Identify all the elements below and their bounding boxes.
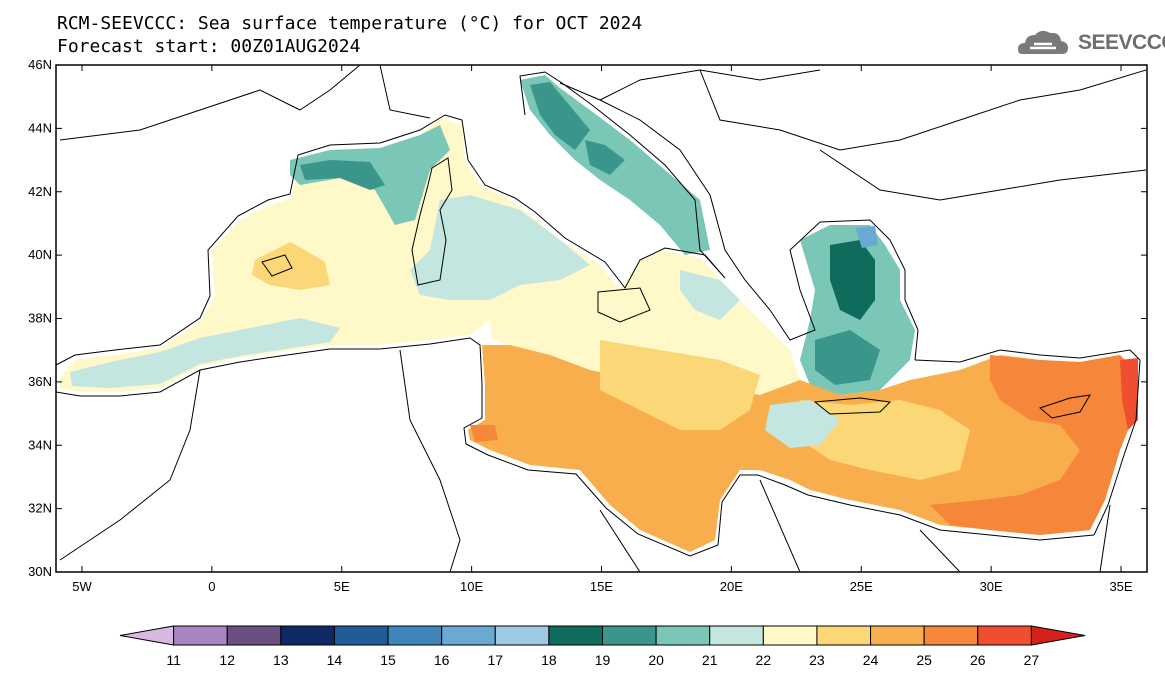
lat-tick-label: 34N: [28, 437, 52, 452]
coastline-balkans: [559, 82, 919, 361]
central-warm-light: [600, 340, 760, 430]
levantine-hot-zone: [930, 355, 1135, 535]
cloud-logo-icon: [1018, 30, 1068, 54]
lat-tick-label: 42N: [28, 184, 52, 199]
colorbar-low-triangle: [119, 625, 175, 646]
lat-tick-label: 32N: [28, 501, 52, 516]
lat-tick-label: 44N: [28, 120, 52, 135]
coastline-crete: [813, 397, 892, 415]
coastline-cyprus: [1038, 394, 1091, 419]
colorbar-level-label: 26: [970, 652, 986, 668]
colorbar-box: [870, 625, 925, 646]
colorbar-level-label: 16: [434, 652, 450, 668]
colorbar-level-label: 23: [809, 652, 825, 668]
latitude-axis: 30N 32N 34N 36N 38N 40N 42N 44N 46N: [28, 57, 1147, 579]
lat-tick-label: 46N: [28, 57, 52, 72]
colorbar-box: [441, 625, 496, 646]
sirte-hot-spot: [470, 425, 498, 442]
lon-tick-label: 30E: [980, 579, 1003, 594]
colorbar-level-label: 11: [166, 652, 181, 668]
colorbar-box: [226, 625, 282, 646]
lon-tick-label: 20E: [720, 579, 743, 594]
coastline-balearics: [261, 254, 293, 277]
colorbar-level-label: 12: [219, 652, 235, 668]
coastline-sardinia-corsica: [411, 157, 453, 286]
coastline-italy: [461, 71, 726, 289]
colorbar-box: [655, 625, 711, 646]
colorbar-box: [173, 625, 228, 646]
algerian-light-zone: [70, 318, 340, 388]
lat-tick-label: 36N: [28, 374, 52, 389]
colorbar-box: [333, 625, 389, 646]
ligurian-cold-core: [300, 160, 385, 190]
map-title: RCM-SEEVCCC: Sea surface temperature (°C…: [57, 13, 643, 34]
colorbar-level-label: 17: [487, 652, 503, 668]
adriatic-south-cold: [585, 140, 625, 175]
seevccc-logo-text: SEEVCCC: [1078, 31, 1165, 54]
lat-tick-label: 38N: [28, 311, 52, 326]
lon-tick-label: 0: [208, 579, 215, 594]
colorbar-level-label: 27: [1024, 652, 1040, 668]
lon-tick-label: 15E: [590, 579, 613, 594]
south-aegean-mid: [815, 330, 880, 385]
colorbar-level-label: 15: [380, 652, 396, 668]
coastline-sicily: [597, 287, 651, 323]
colorbar-level-label: 22: [756, 652, 772, 668]
coastline-africa: [56, 337, 1095, 557]
lon-tick-label: 5W: [72, 579, 92, 594]
colorbar-level-label: 18: [541, 652, 557, 668]
colorbar-box: [709, 625, 764, 646]
tyrrhenian-light-zone: [410, 195, 590, 300]
adriatic-cold-core: [530, 82, 590, 150]
forecast-start-label: Forecast start: 00Z01AUG2024: [57, 36, 361, 57]
longitude-axis: 5W 0 5E 10E 15E 20E 25E 30E 35E: [72, 65, 1133, 594]
colorbar-level-label: 21: [702, 652, 718, 668]
levant-coast-hottest: [1120, 358, 1138, 430]
colorbar-box: [602, 625, 657, 646]
sst-field: [56, 65, 1147, 572]
colorbar-box: [923, 625, 979, 646]
coastline-anatomy: [914, 349, 1141, 363]
colorbar-high-triangle: [1030, 625, 1086, 646]
lat-tick-label: 30N: [28, 564, 52, 579]
north-aegean-cold-core: [830, 240, 875, 320]
colorbar-level-label: 24: [863, 652, 879, 668]
colorbar-box: [762, 625, 818, 646]
colorbar-box: [816, 625, 872, 646]
colorbar-level-label: 14: [327, 652, 343, 668]
lon-tick-label: 25E: [850, 579, 873, 594]
colorbar-box: [494, 625, 550, 646]
lat-tick-label: 40N: [28, 247, 52, 262]
colorbar-box: [548, 625, 604, 646]
crete-south-light: [765, 400, 840, 448]
coastline-iberia: [56, 114, 463, 366]
border-lines: [59, 65, 1147, 572]
temperature-colorbar: 11 12 13 14 15 16 17 18 19 20 21 22 23 24 25 26 27: [119, 625, 1086, 668]
coastline-levant: [1093, 359, 1141, 536]
colorbar-box: [977, 625, 1032, 646]
colorbar-level-label: 20: [648, 652, 664, 668]
colorbar-level-label: 13: [273, 652, 289, 668]
colorbar-box: [280, 625, 335, 646]
colorbar-level-label: 25: [916, 652, 932, 668]
marmara-cool-zone: [855, 226, 878, 248]
colorbar-box: [387, 625, 443, 646]
ionian-light-zone: [680, 270, 740, 320]
colorbar-level-label: 19: [595, 652, 611, 668]
lon-tick-label: 35E: [1109, 579, 1132, 594]
western-basin: [60, 118, 620, 392]
levantine-light-zone: [800, 400, 970, 480]
lon-tick-label: 10E: [460, 579, 483, 594]
lon-tick-label: 5E: [334, 579, 350, 594]
